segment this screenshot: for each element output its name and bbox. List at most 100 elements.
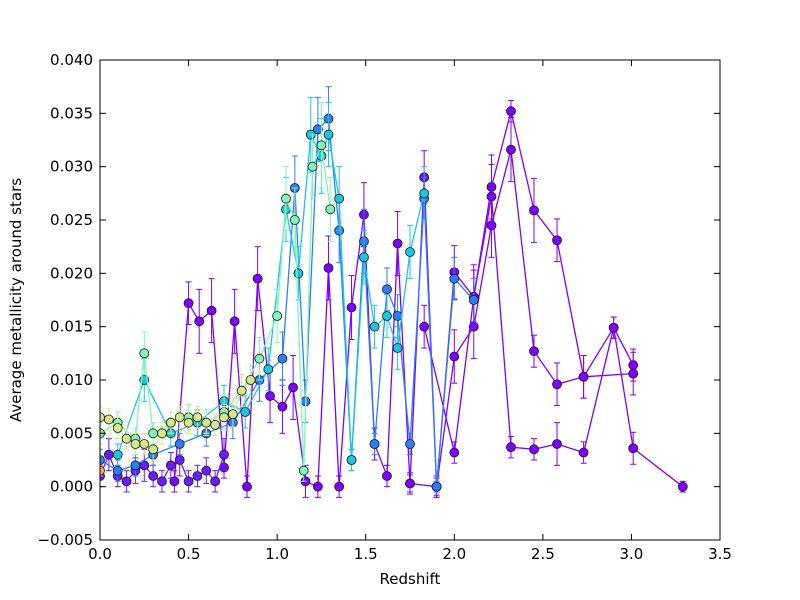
data-point xyxy=(139,439,150,449)
data-point xyxy=(431,481,442,492)
data-point xyxy=(157,428,167,439)
data-point xyxy=(359,252,369,263)
data-point xyxy=(174,412,185,423)
data-point xyxy=(405,247,415,257)
data-point xyxy=(210,419,221,430)
data-point xyxy=(157,476,167,487)
data-point xyxy=(272,311,283,321)
data-point xyxy=(121,433,132,444)
series-line xyxy=(435,111,634,487)
data-point xyxy=(174,455,185,465)
data-point xyxy=(252,273,263,284)
data-point xyxy=(578,371,589,382)
data-point xyxy=(227,409,238,420)
y-tick-label: 0.025 xyxy=(50,211,93,229)
data-point xyxy=(506,106,516,117)
y-tick-label: 0.005 xyxy=(50,424,93,442)
series-yellow-green-series xyxy=(100,363,256,461)
data-point xyxy=(419,188,430,199)
data-point xyxy=(405,478,415,489)
data-point xyxy=(449,351,460,362)
data-point xyxy=(174,439,185,449)
data-point xyxy=(192,412,203,423)
x-tick-label: 2.0 xyxy=(442,545,466,563)
data-point xyxy=(265,391,275,401)
data-point xyxy=(677,481,688,492)
data-point xyxy=(552,235,562,246)
data-point xyxy=(183,298,194,309)
data-point xyxy=(165,460,176,471)
data-point xyxy=(206,305,217,316)
data-point xyxy=(529,346,539,357)
data-point xyxy=(148,444,159,455)
data-point xyxy=(334,193,345,204)
data-point xyxy=(293,268,304,279)
x-tick-label: 3.5 xyxy=(708,545,732,563)
data-point xyxy=(392,238,403,249)
data-point xyxy=(608,322,619,333)
data-point xyxy=(449,273,460,284)
data-point xyxy=(169,476,180,487)
y-tick-label: 0.035 xyxy=(50,104,93,122)
data-point xyxy=(240,407,251,417)
y-axis-label: Average metallicity around stars xyxy=(7,178,25,422)
series-line xyxy=(409,149,634,488)
data-point xyxy=(112,423,123,433)
data-point xyxy=(148,471,159,481)
data-point xyxy=(298,465,309,476)
series-orange-point xyxy=(100,464,105,477)
data-point xyxy=(100,455,105,465)
data-point xyxy=(346,302,357,313)
data-point xyxy=(245,375,256,385)
data-point xyxy=(103,449,114,460)
data-point xyxy=(210,476,221,487)
data-point xyxy=(192,471,203,481)
data-point xyxy=(449,447,460,458)
data-point xyxy=(236,385,247,396)
y-axis: −0.005 0.000 0.005 0.010 0.015 0.020 0.025 0.03… xyxy=(37,51,720,549)
data-point xyxy=(121,476,132,487)
x-tick-label: 0.0 xyxy=(88,545,112,563)
data-point xyxy=(201,417,212,428)
data-point xyxy=(382,471,392,481)
data-point xyxy=(183,476,194,487)
data-point xyxy=(506,442,516,453)
data-point xyxy=(312,481,323,492)
data-point xyxy=(263,364,274,375)
y-tick-label: −0.005 xyxy=(37,531,93,549)
data-point xyxy=(148,428,159,439)
x-tick-label: 1.0 xyxy=(265,545,289,563)
y-tick-label: 0.020 xyxy=(50,264,93,282)
y-tick-label: 0.030 xyxy=(50,158,93,176)
x-axis: 0.0 0.5 1.0 1.5 2.0 2.5 3.0 3.5 xyxy=(88,60,732,563)
y-tick-label: 0.040 xyxy=(50,51,93,69)
data-point xyxy=(552,379,562,390)
data-point xyxy=(242,481,252,492)
data-point xyxy=(325,204,336,215)
data-point xyxy=(112,465,123,476)
data-point xyxy=(277,353,288,364)
data-point xyxy=(165,417,176,428)
data-point xyxy=(316,140,327,151)
data-point xyxy=(194,316,205,327)
data-point xyxy=(334,481,345,492)
data-point xyxy=(529,205,539,216)
data-point xyxy=(323,263,334,273)
data-point xyxy=(346,455,357,465)
data-point xyxy=(103,414,114,425)
data-point xyxy=(419,321,430,332)
data-point xyxy=(139,348,150,359)
series-purple-high-z-c xyxy=(419,164,688,493)
data-point xyxy=(369,321,380,332)
x-tick-label: 3.0 xyxy=(619,545,643,563)
series-purple-low-z xyxy=(100,438,229,493)
data-point xyxy=(289,215,300,225)
x-tick-label: 1.5 xyxy=(354,545,378,563)
data-point xyxy=(382,284,392,295)
data-point xyxy=(219,412,229,423)
data-point xyxy=(578,447,589,458)
y-tick-label: 0.010 xyxy=(50,371,93,389)
data-point xyxy=(369,439,380,449)
data-point xyxy=(468,295,479,305)
